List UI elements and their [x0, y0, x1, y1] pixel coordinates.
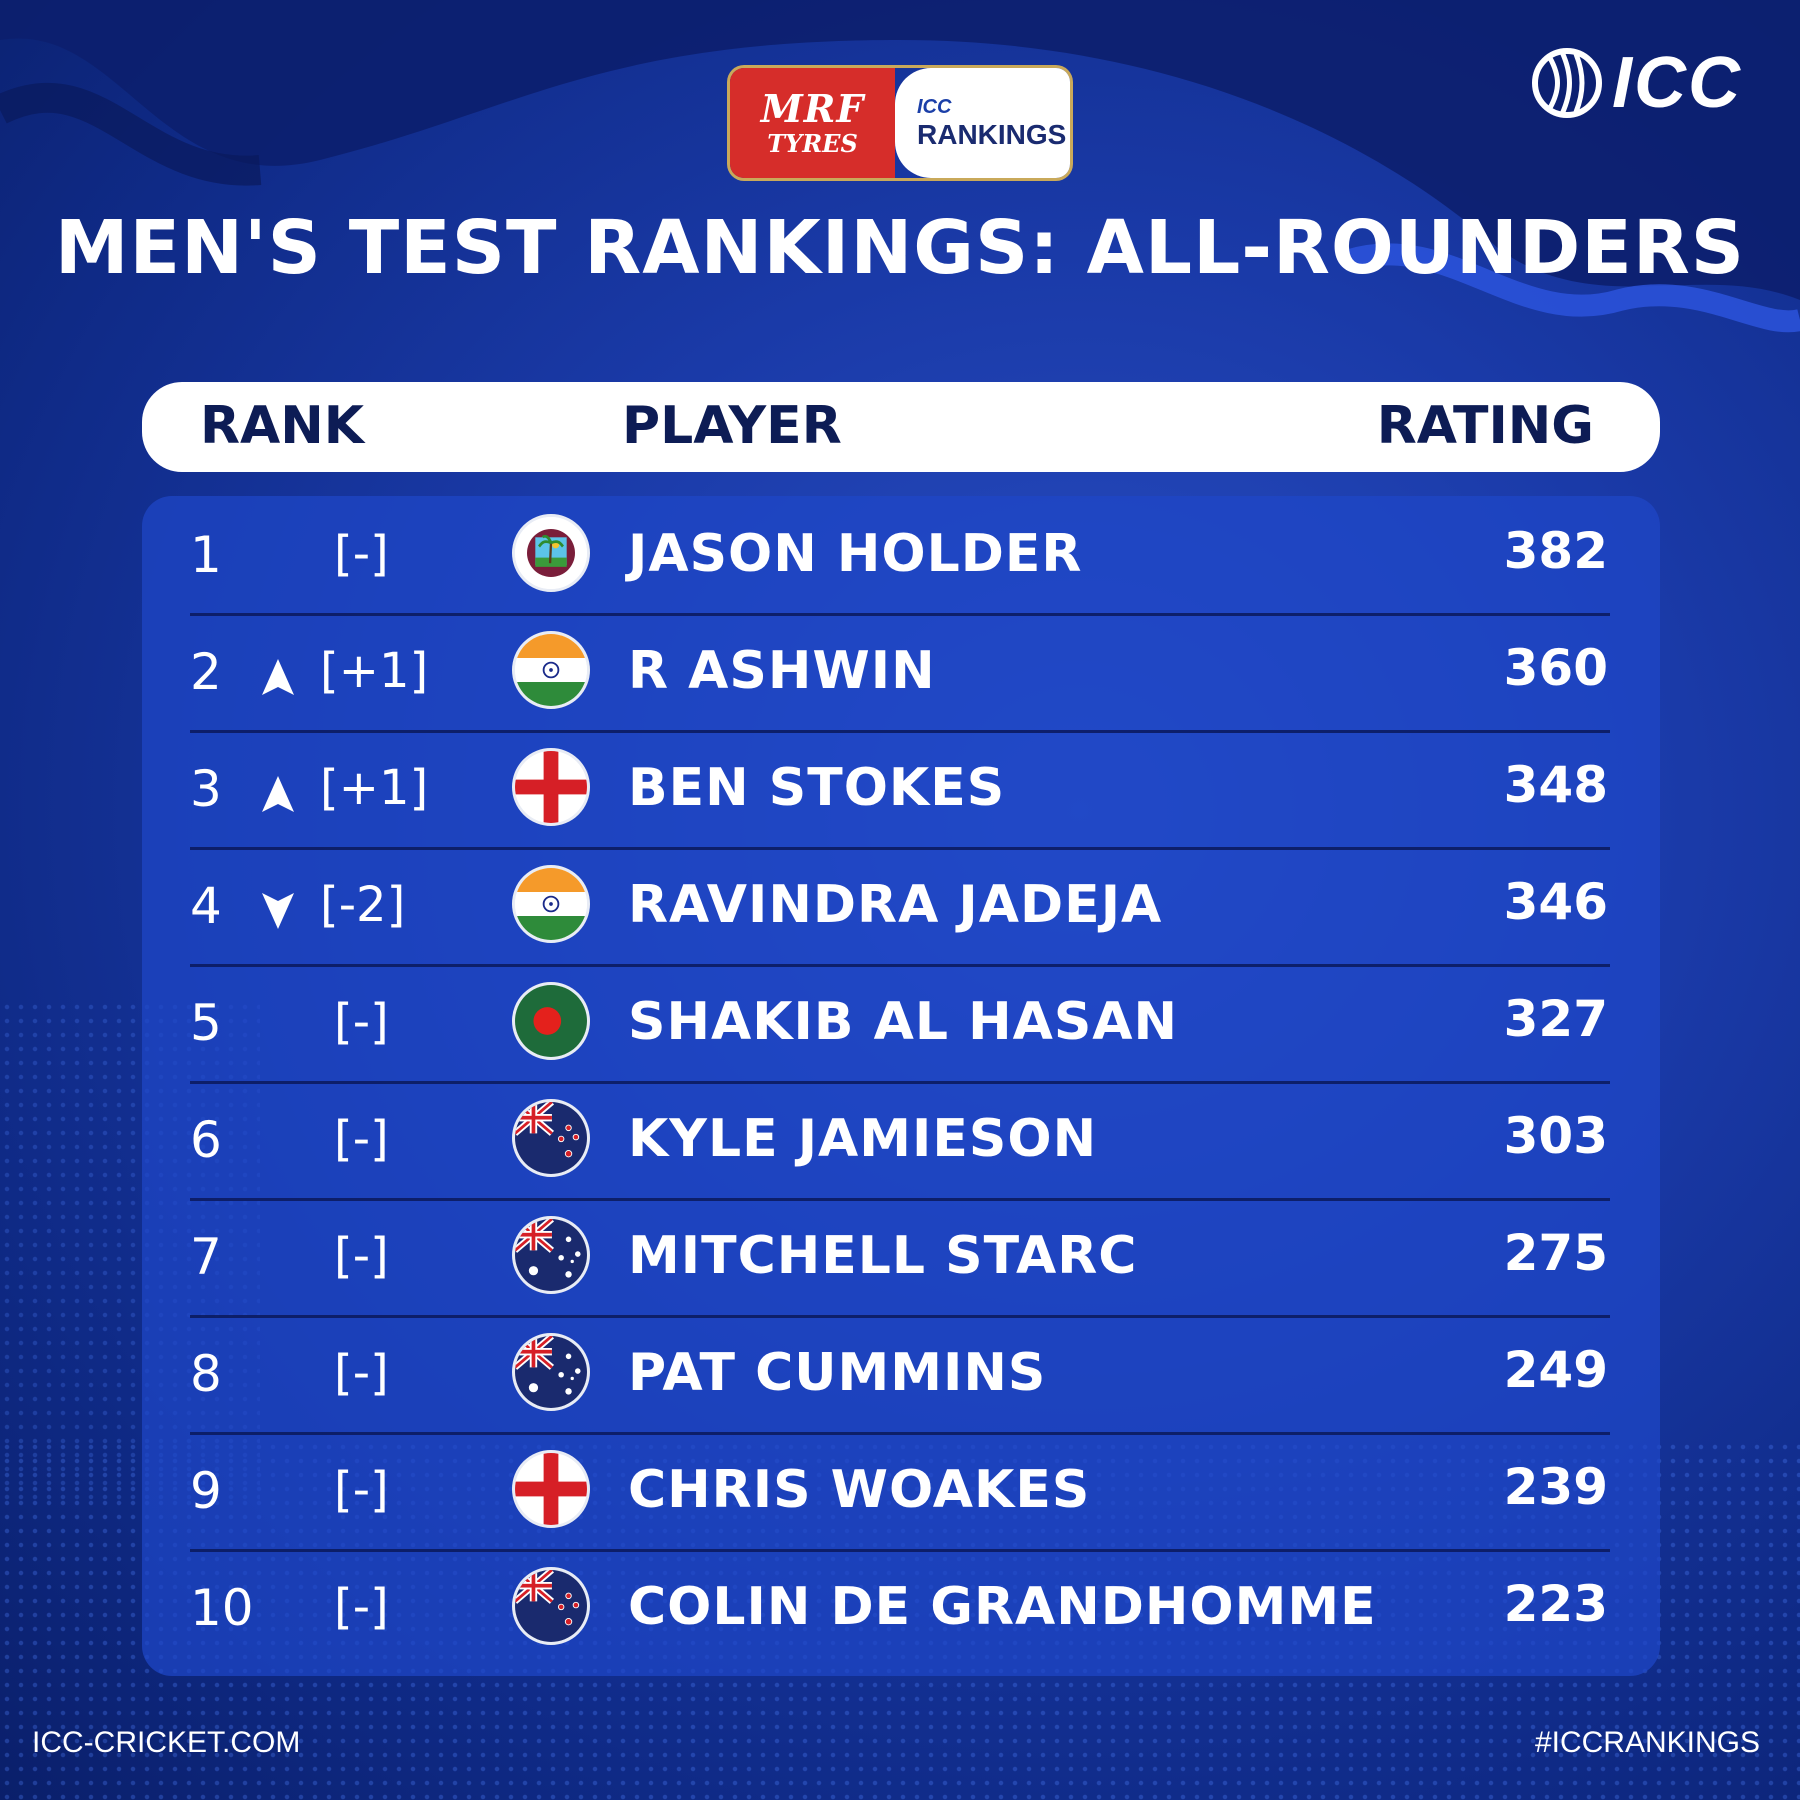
player-name: COLIN DE GRANDHOMME — [628, 1577, 1377, 1637]
player-name: BEN STOKES — [628, 758, 1006, 818]
icc-rankings-badge: ICC RANKINGS — [895, 68, 1070, 178]
sponsor-brand-line2: TYRES — [767, 129, 858, 158]
rank-change: [-] — [334, 526, 389, 582]
player-name: JASON HOLDER — [628, 524, 1083, 584]
rank-change: [-] — [334, 1345, 389, 1401]
header-rating: RATING — [1376, 396, 1594, 456]
table-row: 2 [+1] R ASHWIN 360 — [190, 613, 1610, 733]
page-title: MEN'S TEST RANKINGS: ALL-ROUNDERS — [54, 205, 1746, 291]
table-row: 5 [-] SHAKIB AL HASAN 327 — [190, 964, 1610, 1084]
arrow-up-icon — [262, 776, 294, 812]
player-name: RAVINDRA JADEJA — [628, 875, 1163, 935]
footer-hashtag: #ICCRANKINGS — [1534, 1726, 1760, 1759]
player-name: CHRIS WOAKES — [628, 1460, 1091, 1520]
player-name: MITCHELL STARC — [628, 1226, 1138, 1286]
player-name: KYLE JAMIESON — [628, 1109, 1098, 1169]
rank-change: [+1] — [320, 643, 429, 699]
footer-website: ICC-CRICKET.COM — [32, 1726, 301, 1759]
australia-flag-icon — [512, 1216, 590, 1294]
mrf-tyres-logo: MRF TYRES — [730, 68, 895, 178]
rank-change: [-2] — [320, 877, 406, 933]
table-header: RANK PLAYER RATING — [142, 382, 1660, 472]
sponsor-logo: MRF TYRES ICC RANKINGS — [730, 68, 1070, 178]
player-rating: 360 — [1503, 639, 1608, 697]
rank-change: [-] — [334, 1111, 389, 1167]
player-name: PAT CUMMINS — [628, 1343, 1047, 1403]
rank-number: 1 — [190, 526, 222, 584]
rank-change: [-] — [334, 1228, 389, 1284]
rankings-small-label: ICC — [917, 95, 952, 118]
england-flag-icon — [512, 1450, 590, 1528]
rank-change: [-] — [334, 994, 389, 1050]
table-row: 7 [-] MITCHELL STARC 275 — [190, 1198, 1610, 1318]
sponsor-brand-line1: MRF — [760, 86, 865, 131]
player-name: SHAKIB AL HASAN — [628, 992, 1179, 1052]
rank-change: [-] — [334, 1462, 389, 1518]
rank-number: 6 — [190, 1111, 222, 1169]
rank-number: 4 — [190, 877, 222, 935]
england-flag-icon — [512, 748, 590, 826]
india-flag-icon — [512, 631, 590, 709]
table-row: 3 [+1] BEN STOKES 348 — [190, 730, 1610, 850]
west-indies-flag-icon — [512, 514, 590, 592]
icc-logo: ICC — [1530, 42, 1742, 124]
table-row: 6 [-] KYLE JAMIESON 303 — [190, 1081, 1610, 1201]
table-row: 1 [-] JASON HOLDER 382 — [190, 496, 1610, 616]
icc-logo-text: ICC — [1612, 43, 1742, 123]
rank-number: 3 — [190, 760, 222, 818]
cricket-ball-icon — [1532, 48, 1602, 118]
australia-flag-icon — [512, 1333, 590, 1411]
rank-change: [-] — [334, 1579, 389, 1635]
header-player: PLAYER — [622, 396, 842, 456]
table-row: 4 [-2] RAVINDRA JADEJA 346 — [190, 847, 1610, 967]
rank-number: 5 — [190, 994, 222, 1052]
header-rank: RANK — [200, 396, 365, 456]
india-flag-icon — [512, 865, 590, 943]
rank-number: 10 — [190, 1579, 254, 1637]
rank-number: 9 — [190, 1462, 222, 1520]
player-rating: 249 — [1503, 1341, 1608, 1399]
rankings-table: 1 [-] JASON HOLDER 382 2 [+1] R ASHWIN 360 3 [+1]… — [142, 496, 1660, 1676]
player-rating: 303 — [1503, 1107, 1608, 1165]
rank-change: [+1] — [320, 760, 429, 816]
rank-number: 2 — [190, 643, 222, 701]
player-name: R ASHWIN — [628, 641, 936, 701]
new-zealand-flag-icon — [512, 1099, 590, 1177]
bangladesh-flag-icon — [512, 982, 590, 1060]
arrow-up-icon — [262, 659, 294, 695]
table-row: 8 [-] PAT CUMMINS 249 — [190, 1315, 1610, 1435]
player-rating: 348 — [1503, 756, 1608, 814]
player-rating: 223 — [1503, 1575, 1608, 1633]
table-row: 10 [-] COLIN DE GRANDHOMME 223 — [190, 1549, 1610, 1666]
player-rating: 327 — [1503, 990, 1608, 1048]
rankings-big-label: RANKINGS — [917, 118, 1067, 150]
player-rating: 275 — [1503, 1224, 1608, 1282]
player-rating: 346 — [1503, 873, 1608, 931]
player-rating: 382 — [1503, 522, 1608, 580]
rank-number: 7 — [190, 1228, 222, 1286]
arrow-down-icon — [262, 893, 294, 929]
table-row: 9 [-] CHRIS WOAKES 239 — [190, 1432, 1610, 1552]
new-zealand-flag-icon — [512, 1567, 590, 1645]
rank-number: 8 — [190, 1345, 222, 1403]
player-rating: 239 — [1503, 1458, 1608, 1516]
